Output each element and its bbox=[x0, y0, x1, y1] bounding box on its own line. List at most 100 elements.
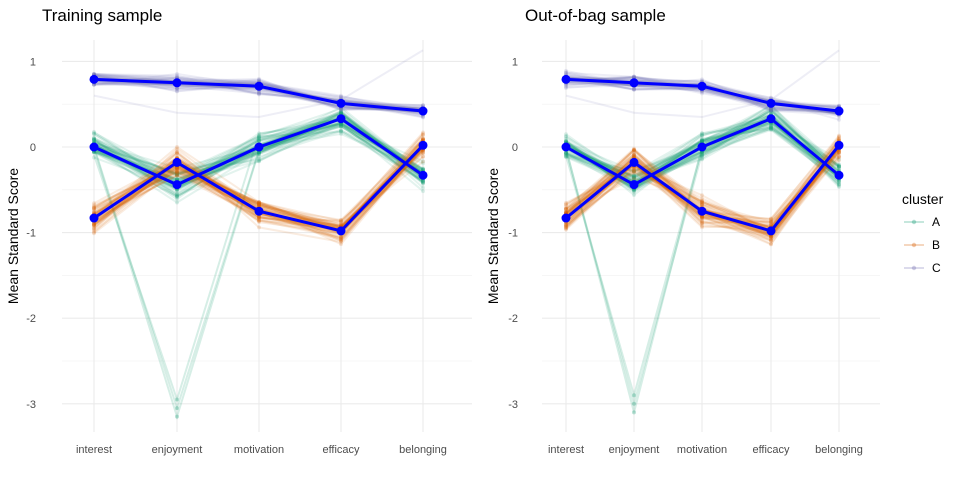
individual-point-A bbox=[632, 170, 636, 175]
individual-point-C bbox=[339, 95, 343, 100]
individual-point-C bbox=[632, 87, 636, 92]
individual-point-B bbox=[769, 219, 773, 224]
individual-point-B bbox=[257, 200, 261, 205]
individual-point-B bbox=[564, 202, 568, 207]
individual-point-B bbox=[700, 220, 704, 225]
individual-point-C bbox=[257, 90, 261, 95]
individual-point-B bbox=[564, 222, 568, 227]
individual-point-A bbox=[769, 125, 773, 130]
individual-point-A bbox=[837, 163, 841, 168]
individual-point-C bbox=[257, 77, 261, 82]
individual-line-B bbox=[93, 143, 424, 243]
individual-point-B bbox=[339, 238, 343, 243]
individual-point-B bbox=[769, 223, 773, 228]
individual-point-B bbox=[92, 226, 96, 231]
individual-point-B bbox=[837, 150, 841, 155]
individual-point-A bbox=[837, 164, 841, 169]
individual-point-B bbox=[175, 151, 179, 156]
individual-point-B bbox=[632, 146, 636, 151]
mean-point-cluster-A bbox=[629, 180, 639, 190]
individual-point-B bbox=[564, 206, 568, 211]
individual-point-B bbox=[700, 196, 704, 201]
individual-point-A bbox=[564, 155, 568, 160]
individual-point-A bbox=[92, 138, 96, 143]
individual-line-B bbox=[565, 156, 840, 239]
individual-point-B bbox=[175, 173, 179, 178]
individual-point-B bbox=[837, 134, 841, 139]
individual-point-B bbox=[769, 217, 773, 222]
individual-point-C bbox=[837, 117, 841, 122]
individual-point-A bbox=[339, 128, 343, 133]
individual-line-A bbox=[93, 122, 424, 192]
individual-point-B bbox=[175, 169, 179, 174]
individual-point-B bbox=[837, 151, 841, 156]
legend-title: cluster bbox=[902, 191, 944, 207]
x-tick-label: interest bbox=[548, 444, 584, 456]
individual-point-A bbox=[421, 181, 425, 186]
individual-point-C bbox=[92, 71, 96, 76]
individual-point-B bbox=[257, 217, 261, 222]
individual-point-B bbox=[92, 224, 96, 229]
x-tick-label: belonging bbox=[399, 444, 447, 456]
individual-point-A bbox=[632, 168, 636, 173]
individual-point-A bbox=[421, 167, 425, 172]
individual-point-C bbox=[632, 75, 636, 80]
individual-point-C bbox=[175, 73, 179, 78]
individual-point-A bbox=[769, 124, 773, 129]
individual-point-A bbox=[92, 137, 96, 142]
individual-point-B bbox=[700, 219, 704, 224]
individual-point-A bbox=[92, 136, 96, 141]
individual-line-A bbox=[93, 120, 424, 197]
individual-point-A bbox=[257, 159, 261, 164]
individual-point-B bbox=[700, 220, 704, 225]
individual-point-A bbox=[769, 108, 773, 113]
individual-point-B bbox=[339, 220, 343, 225]
individual-point-A bbox=[257, 150, 261, 155]
individual-point-A bbox=[632, 188, 636, 193]
individual-point-B bbox=[175, 169, 179, 174]
individual-point-A bbox=[564, 151, 568, 156]
individual-point-B bbox=[175, 151, 179, 156]
individual-point-A bbox=[421, 189, 425, 194]
individual-line-B bbox=[93, 138, 424, 221]
individual-point-B bbox=[257, 200, 261, 205]
individual-point-A bbox=[175, 194, 179, 199]
individual-point-A bbox=[257, 133, 261, 138]
individual-point-B bbox=[564, 221, 568, 226]
individual-point-B bbox=[700, 215, 704, 220]
individual-point-B bbox=[175, 154, 179, 159]
individual-point-A bbox=[564, 150, 568, 155]
individual-point-B bbox=[175, 167, 179, 172]
legend-label: A bbox=[932, 215, 940, 229]
legend: cluster ABC bbox=[902, 191, 944, 275]
mean-point-cluster-A bbox=[834, 170, 844, 180]
individual-point-B bbox=[769, 220, 773, 225]
individual-point-B bbox=[769, 241, 773, 246]
individual-point-A bbox=[257, 131, 261, 136]
individual-line-A bbox=[565, 119, 840, 189]
individual-line-C bbox=[565, 78, 840, 115]
individual-point-B bbox=[700, 200, 704, 205]
individual-point-B bbox=[769, 236, 773, 241]
x-tick-label: enjoyment bbox=[152, 444, 203, 456]
individual-point-B bbox=[769, 221, 773, 226]
individual-point-A bbox=[700, 157, 704, 162]
individual-point-B bbox=[837, 135, 841, 140]
individual-point-A bbox=[92, 137, 96, 142]
individual-point-A bbox=[257, 157, 261, 162]
individual-line-C bbox=[565, 76, 840, 107]
individual-point-A bbox=[700, 139, 704, 144]
individual-point-B bbox=[632, 167, 636, 172]
individual-point-B bbox=[700, 216, 704, 221]
individual-point-A bbox=[175, 197, 179, 202]
y-axis-label: Mean Standard Score bbox=[5, 168, 21, 304]
individual-point-A bbox=[837, 182, 841, 187]
individual-point-B bbox=[769, 238, 773, 243]
individual-point-A bbox=[257, 139, 261, 144]
individual-point-B bbox=[700, 199, 704, 204]
individual-point-C bbox=[632, 74, 636, 79]
individual-point-B bbox=[700, 225, 704, 230]
mean-point-cluster-B bbox=[561, 213, 571, 223]
individual-point-B bbox=[632, 148, 636, 153]
individual-point-A bbox=[632, 173, 636, 178]
